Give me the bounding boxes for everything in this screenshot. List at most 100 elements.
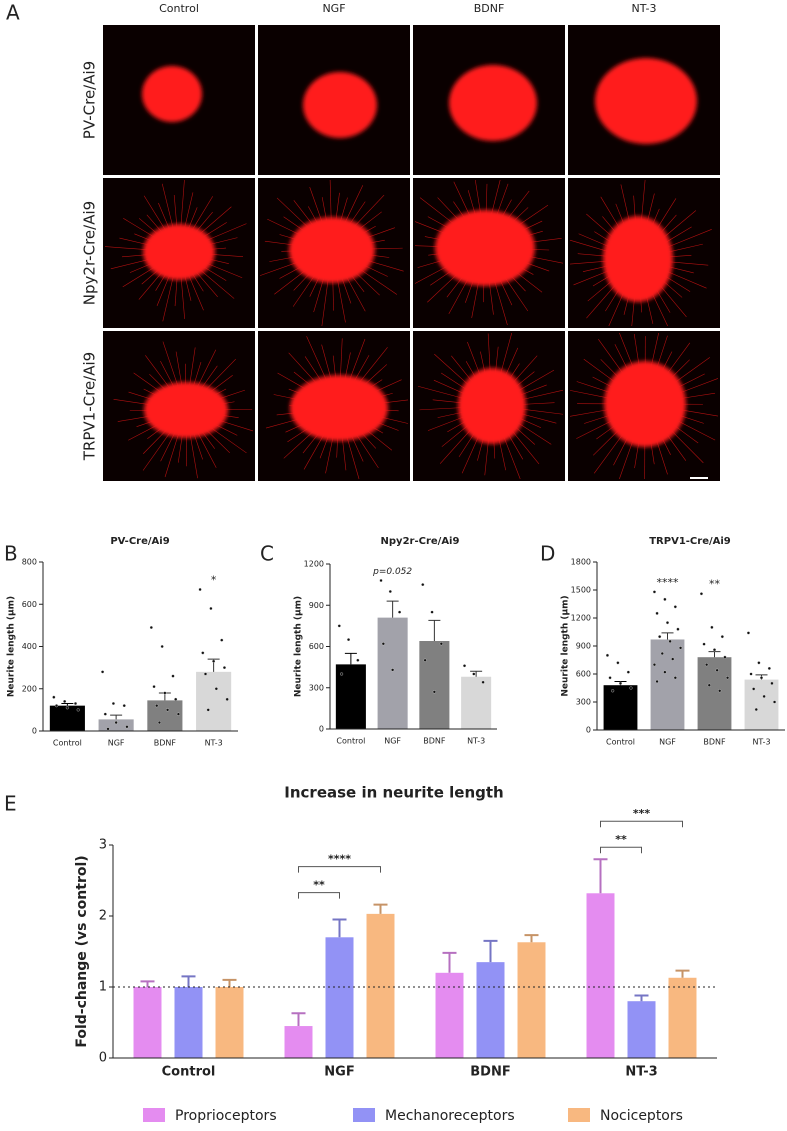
data-point	[398, 611, 401, 614]
data-point	[482, 681, 485, 684]
x-tick-label: NT-3	[205, 739, 223, 748]
error-bar	[292, 1013, 306, 1026]
panel-letter: C	[260, 542, 274, 566]
x-tick-label: NT-3	[752, 738, 770, 747]
data-point	[389, 590, 392, 593]
ganglion	[289, 217, 375, 283]
legend-swatch	[143, 1108, 165, 1122]
data-point	[661, 652, 664, 655]
data-point	[674, 676, 677, 679]
data-point	[666, 621, 669, 624]
data-point	[669, 640, 672, 643]
data-point	[677, 628, 680, 631]
error-bar	[470, 671, 482, 677]
data-point	[63, 700, 66, 703]
error-bar	[141, 981, 155, 987]
y-tick-label: 200	[22, 684, 37, 693]
panel-letter: D	[540, 542, 555, 566]
y-tick-label: 600	[22, 600, 37, 609]
data-point	[424, 659, 427, 662]
data-point	[627, 671, 630, 674]
data-point	[123, 704, 126, 707]
y-tick-label: 2	[99, 909, 107, 924]
ganglion	[449, 65, 537, 141]
panel-letter: B	[4, 542, 18, 566]
y-tick-label: 900	[309, 601, 324, 610]
micrograph	[103, 178, 255, 328]
legend-label: Proprioceptors	[175, 1108, 277, 1124]
bar	[367, 914, 395, 1058]
ganglion	[458, 368, 526, 444]
row-label: TRPV1-Cre/Ai9	[81, 352, 99, 461]
data-point	[718, 689, 721, 692]
x-tick-label: NT-3	[467, 737, 485, 746]
x-tick-label: NGF	[324, 1065, 354, 1080]
legend-swatch	[353, 1108, 375, 1122]
micrograph	[413, 178, 565, 328]
x-tick-label: NGF	[659, 738, 676, 747]
data-point	[150, 626, 153, 629]
significance: **	[313, 879, 325, 892]
data-point	[347, 638, 350, 641]
x-tick-label: Control	[53, 739, 82, 748]
data-point	[340, 673, 343, 676]
bar	[518, 942, 546, 1058]
micrograph	[258, 25, 410, 175]
significance: ****	[657, 576, 680, 589]
data-point	[721, 635, 724, 638]
bar	[698, 657, 732, 730]
error-bar	[110, 715, 122, 719]
x-tick-label: Control	[336, 737, 365, 746]
y-tick-label: 1500	[571, 586, 591, 595]
bar	[745, 680, 779, 730]
significance: ***	[633, 807, 651, 820]
error-bar	[676, 971, 690, 978]
y-tick-label: 600	[309, 642, 324, 651]
error-bar	[345, 653, 357, 664]
data-point	[158, 721, 161, 724]
data-point	[611, 689, 614, 692]
bar	[587, 893, 615, 1058]
data-point	[616, 661, 619, 664]
data-point	[713, 648, 716, 651]
data-point	[66, 706, 69, 709]
ganglion	[144, 382, 228, 438]
data-point	[421, 583, 424, 586]
data-point	[768, 667, 771, 670]
error-bar	[182, 976, 196, 987]
data-point	[74, 702, 77, 705]
micrograph	[568, 178, 720, 328]
data-point	[726, 676, 729, 679]
y-tick-label: 0	[586, 726, 591, 735]
comparison-bracket	[601, 821, 683, 827]
data-point	[207, 708, 210, 711]
x-tick-label: NGF	[384, 737, 401, 746]
data-point	[215, 687, 218, 690]
panel-letter: E	[4, 792, 17, 816]
data-point	[708, 684, 711, 687]
bar	[285, 1026, 313, 1058]
data-point	[472, 673, 475, 676]
data-point	[177, 713, 180, 716]
bar	[196, 672, 231, 731]
data-point	[653, 663, 656, 666]
data-point	[161, 645, 164, 648]
error-bar	[223, 980, 237, 987]
row-label: Npy2r-Cre/Ai9	[81, 201, 99, 305]
data-point	[606, 654, 609, 657]
error-bar	[333, 920, 347, 938]
bar	[216, 987, 244, 1058]
bar	[436, 973, 464, 1058]
error-bar	[635, 996, 649, 1002]
data-point	[658, 635, 661, 638]
error-bar	[594, 859, 608, 893]
data-point	[77, 708, 80, 711]
data-point	[172, 675, 175, 678]
data-point	[166, 708, 169, 711]
data-point	[752, 688, 755, 691]
bar	[461, 677, 491, 729]
y-tick-label: 900	[576, 642, 591, 651]
bar	[604, 685, 638, 730]
data-point	[212, 660, 215, 663]
